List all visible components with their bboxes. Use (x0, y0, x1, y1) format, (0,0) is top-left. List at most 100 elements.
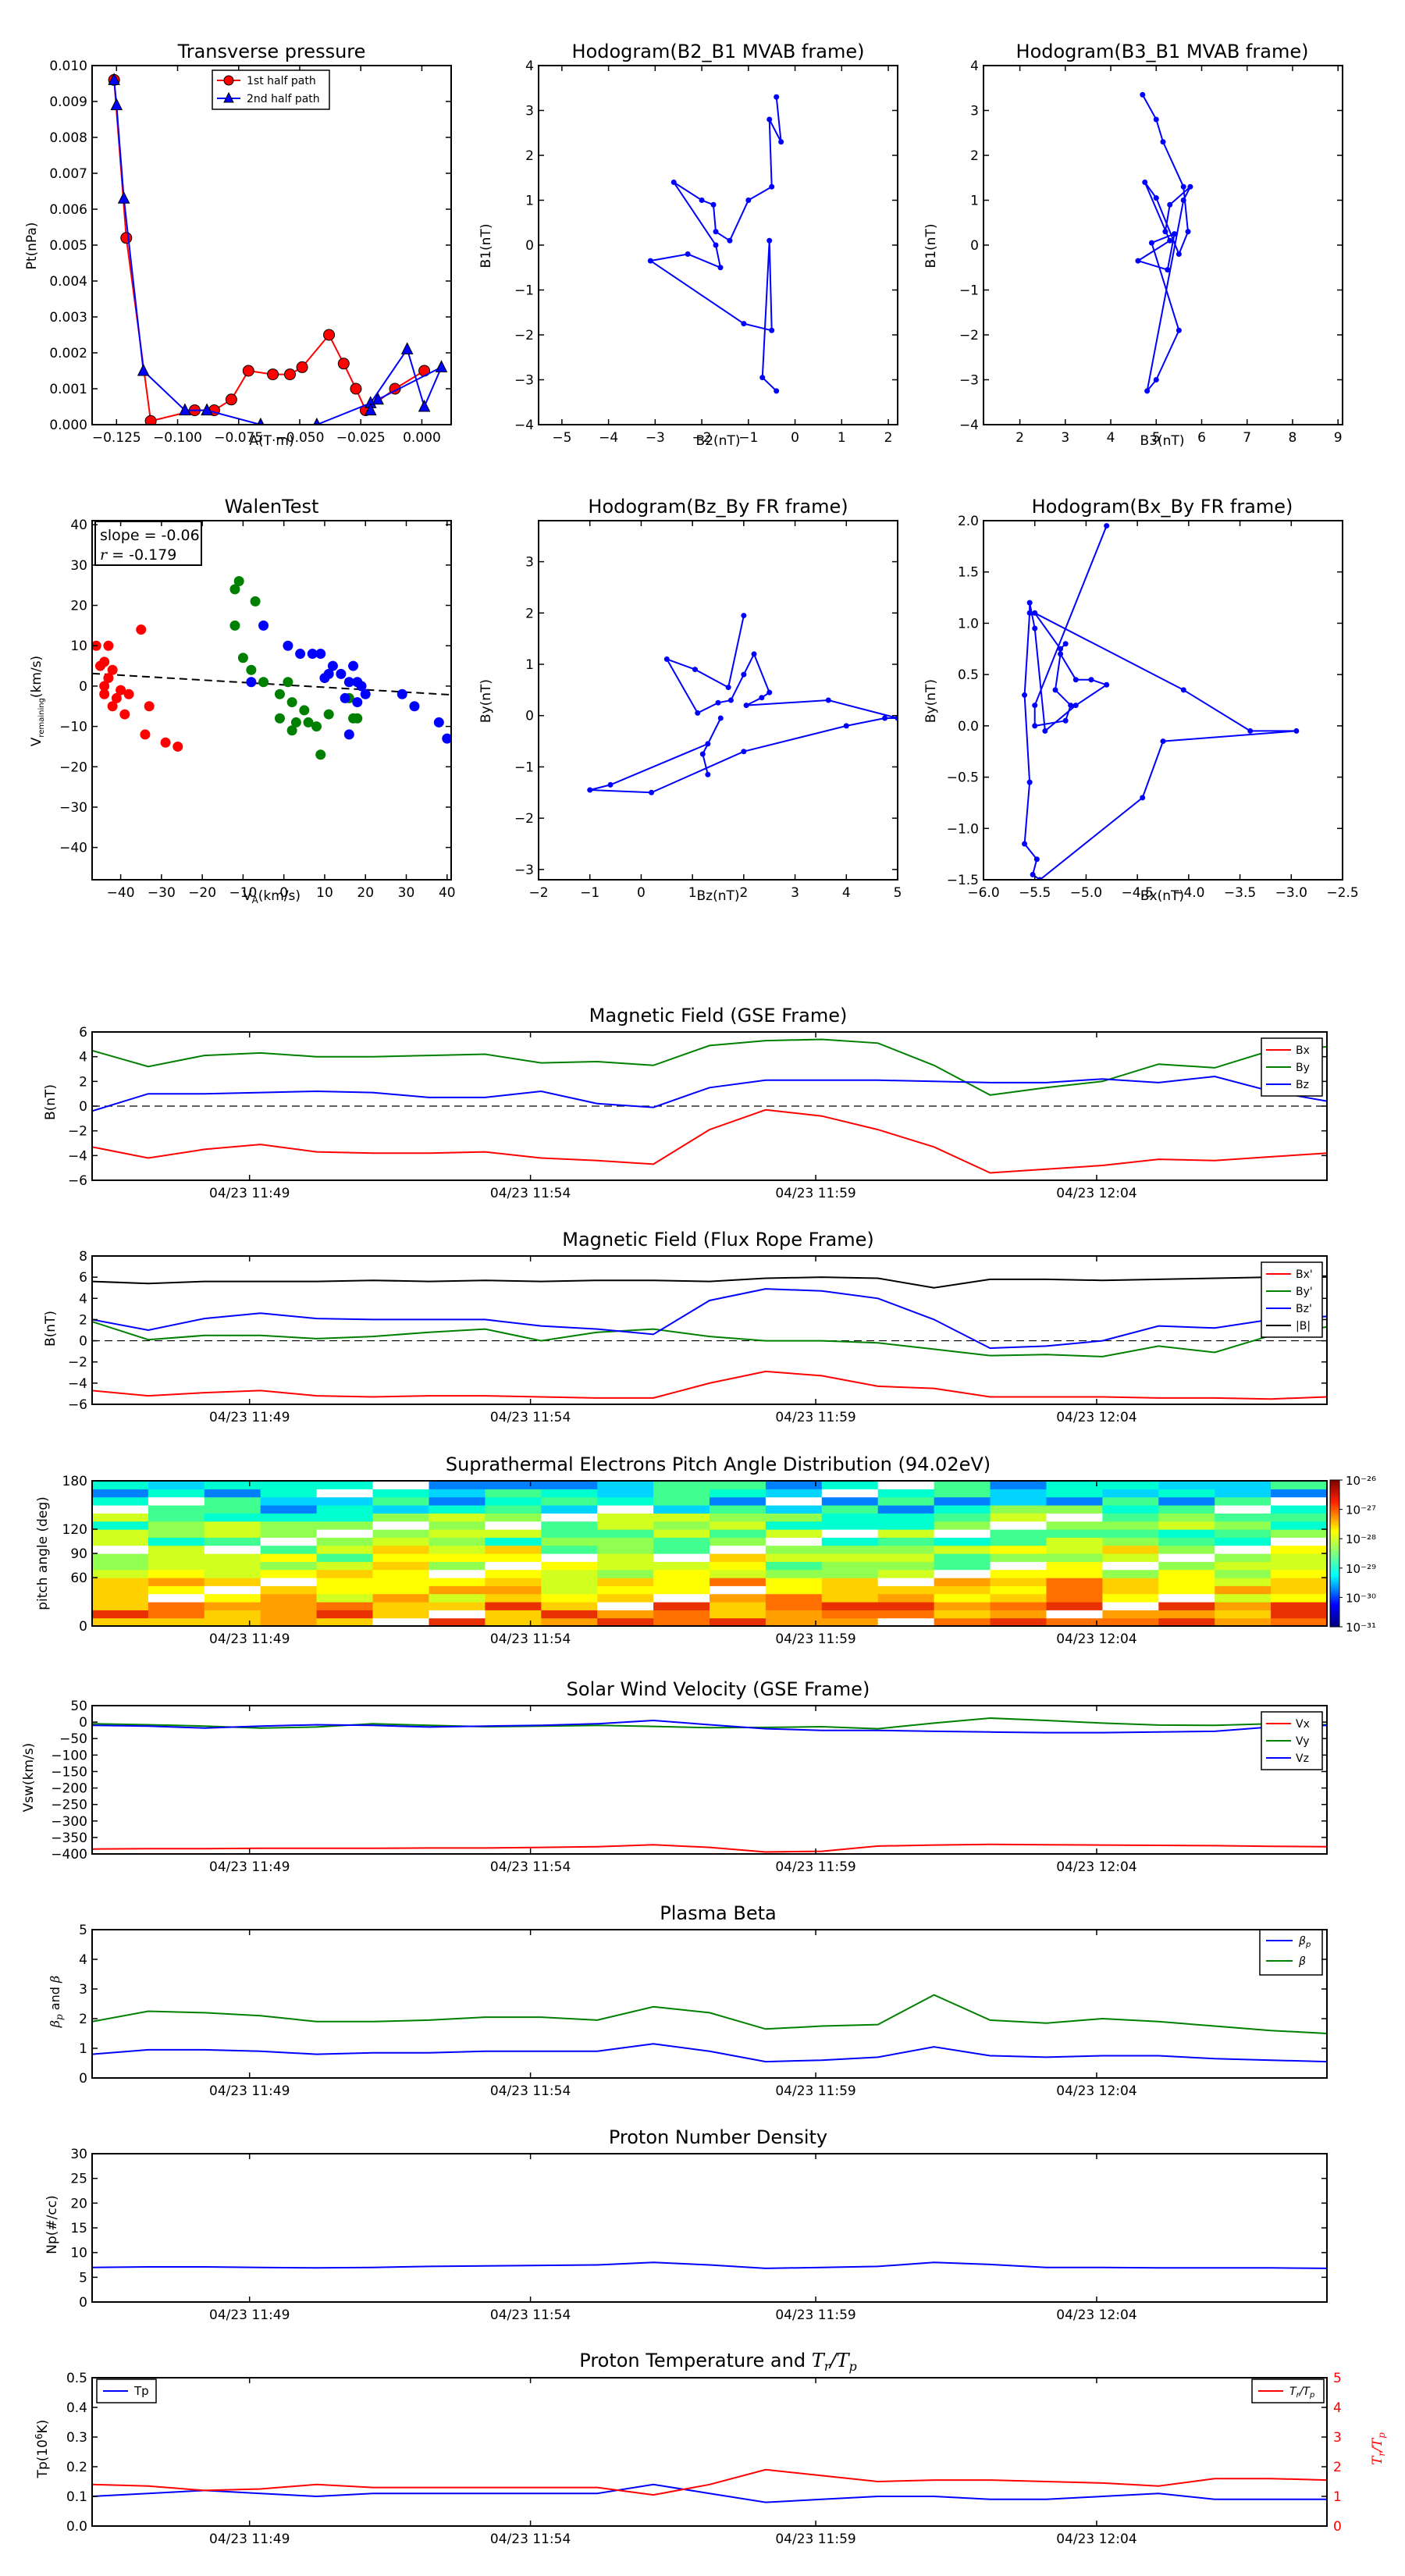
hodogram-b2-b1-marker-dot (710, 201, 717, 208)
pitch-angle-cell (260, 1569, 318, 1578)
hodogram-b2-b1-marker-dot (774, 94, 780, 100)
magnetic-field-flux-rope-ytick-label: −6 (68, 1397, 87, 1413)
hodogram-b2-b1-marker-dot (699, 197, 705, 203)
pitch-angle-cell (765, 1593, 823, 1603)
pitch-angle-cell (934, 1578, 991, 1586)
hodogram-bz-by-ytick-label: −1 (514, 760, 534, 775)
pitch-angle-cell (1158, 1578, 1215, 1586)
walen-test-ytick-label: 30 (70, 558, 87, 574)
pitch-angle-cell (1046, 1545, 1103, 1554)
hodogram-bx-by-xtick-label: −2.5 (1326, 885, 1358, 901)
pitch-angle-cell (765, 1537, 823, 1546)
proton-temperature-ytick-label: 0.4 (66, 2400, 87, 2416)
pitch-angle-cell (597, 1610, 654, 1619)
walen-test-point-blue (433, 717, 444, 728)
hodogram-bz-by-ytick-label: 3 (525, 555, 534, 571)
hodogram-bz-by-ytick-label: 1 (525, 657, 534, 673)
pitch-angle-cell (485, 1617, 542, 1627)
hodogram-bz-by-marker-dot (663, 656, 670, 662)
pitch-angle-cell (316, 1489, 374, 1498)
pitch-angle-cell (597, 1578, 654, 1586)
pitch-angle-cell (1046, 1481, 1103, 1489)
pitch-angle-cell (710, 1569, 767, 1578)
transverse-pressure-marker-triangle (364, 403, 377, 416)
walen-test-xtick-label: 10 (316, 885, 333, 901)
pitch-angle-cell (204, 1505, 261, 1514)
transverse-pressure-marker-circle (337, 358, 350, 370)
proton-density-xtick-label: 04/23 12:04 (1056, 2307, 1136, 2323)
pitch-angle-cell (316, 1561, 374, 1571)
transverse-pressure-ytick-label: 0.006 (49, 202, 87, 218)
hodogram-b3-b1-series-line (1136, 94, 1191, 392)
panel-title-solar-wind-velocity: Solar Wind Velocity (GSE Frame) (567, 1678, 870, 1700)
hodogram-bx-by-marker-dot (1032, 723, 1038, 729)
pitch-angle-cell (429, 1569, 486, 1578)
pitch-angle-cell (934, 1496, 991, 1506)
pitch-angle-cell (653, 1521, 710, 1530)
panel-title-hodogram-bx-by: Hodogram(Bx_By FR frame) (1032, 496, 1293, 518)
hodogram-bz-by-xtick-label: 5 (894, 885, 902, 901)
pitch-angle-cell (1215, 1489, 1272, 1498)
hodogram-bx-by-marker-dot (1072, 677, 1079, 683)
pitch-angle-cell (204, 1585, 261, 1595)
pitch-angle-cell (316, 1569, 374, 1578)
pitch-angle-cell (372, 1521, 429, 1530)
proton-density-ytick-label: 25 (70, 2172, 87, 2187)
hodogram-b3-b1-marker-dot (1167, 237, 1173, 244)
pitch-angle-cell (765, 1610, 823, 1619)
hodogram-b3-b1-xtick-label: 7 (1243, 430, 1251, 446)
pitch-angle-cell (1271, 1481, 1328, 1489)
pitch-angle-cell (710, 1521, 767, 1530)
pitch-angle-cell (260, 1602, 318, 1610)
pitch-angle-cell (1271, 1545, 1328, 1554)
hodogram-b2-b1-marker-dot (767, 116, 773, 123)
magnetic-field-gse-xtick-label: 04/23 11:54 (490, 1186, 571, 1201)
pitch-angle-cell (260, 1513, 318, 1522)
walen-test-fit-line (92, 672, 451, 696)
pitch-angle-cell (934, 1610, 991, 1619)
pitch-angle-cell (485, 1553, 542, 1562)
panel-title-pitch-angle: Suprathermal Electrons Pitch Angle Distr… (446, 1453, 991, 1475)
pitch-angle-cell (92, 1578, 149, 1586)
pitch-angle-cell (653, 1593, 710, 1603)
walen-test-point-green (315, 749, 326, 760)
pitch-angle-ytick-label: 120 (62, 1522, 87, 1538)
magnetic-field-gse-xtick-label: 04/23 11:59 (775, 1186, 855, 1201)
ylabel-proton-temperature: Tp(106K) (34, 2420, 51, 2479)
pitch-angle-cell (1215, 1585, 1272, 1595)
transverse-pressure-marker-triangle (400, 342, 414, 354)
walen-test-point-red (160, 737, 171, 748)
hodogram-bx-by-marker-dot (1088, 677, 1094, 683)
pitch-angle-cell (934, 1593, 991, 1603)
pitch-angle-cell (92, 1585, 149, 1595)
panel-title-transverse-pressure: Transverse pressure (177, 41, 366, 62)
pitch-angle-xtick-label: 04/23 11:54 (490, 1631, 571, 1647)
pitch-angle-cell (653, 1561, 710, 1571)
colorbar-tick-label: 10⁻³¹ (1346, 1621, 1376, 1635)
hodogram-b2-b1-marker-dot (767, 237, 773, 244)
hodogram-b2-b1-ytick-label: 2 (525, 148, 534, 164)
pitch-angle-cell (653, 1585, 710, 1595)
walen-test-point-green (246, 664, 257, 675)
pitch-angle-cell (1271, 1553, 1328, 1562)
walen-test-point-green (290, 717, 301, 728)
magnetic-field-flux-rope-series-By' (92, 1321, 1327, 1357)
legend-label-tp: Tp (133, 2384, 149, 2398)
plasma-beta-ytick-label: 5 (79, 1923, 87, 1938)
magnetic-field-flux-rope-ytick-label: 8 (79, 1249, 87, 1265)
pitch-angle-cell (541, 1545, 598, 1554)
walen-test-point-blue (315, 649, 326, 660)
ylabel-hodogram-bx-by: By(nT) (923, 679, 939, 723)
walen-test-point-blue (307, 649, 318, 660)
pitch-angle-cell (260, 1529, 318, 1538)
pitch-angle-cell (990, 1553, 1047, 1562)
transverse-pressure-marker-triangle (110, 98, 123, 111)
hodogram-b3-b1-marker-dot (1144, 388, 1151, 394)
pitch-angle-cell (1215, 1561, 1272, 1571)
magnetic-field-gse-ytick-label: 2 (79, 1074, 87, 1090)
pitch-angle-cell (934, 1585, 991, 1595)
pitch-angle-cell (877, 1537, 935, 1546)
pitch-angle-cell (821, 1593, 879, 1603)
pitch-angle-cell (1215, 1521, 1272, 1530)
transverse-pressure-marker-triangle (201, 403, 213, 416)
